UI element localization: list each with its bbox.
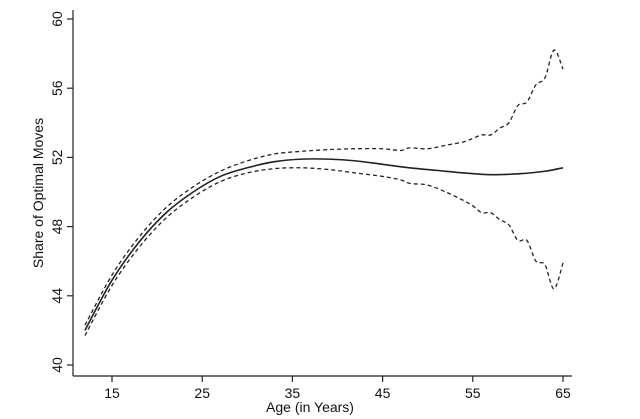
- y-tick-label: 44: [49, 288, 65, 304]
- y-tick-label: 60: [49, 11, 65, 27]
- x-tick-label: 25: [194, 385, 210, 401]
- series-line-upper-ci: [84, 49, 564, 326]
- x-tick-label: 65: [555, 385, 571, 401]
- series-layer: [84, 49, 564, 336]
- x-tick-label: 15: [104, 385, 120, 401]
- x-axis-title: Age (in Years): [266, 399, 354, 415]
- y-tick-label: 56: [49, 80, 65, 96]
- y-tick-label: 48: [49, 219, 65, 235]
- y-axis-title: Share of Optimal Moves: [30, 118, 46, 268]
- series-line-lower-ci: [84, 167, 564, 336]
- y-tick-label: 40: [49, 357, 65, 373]
- y-tick-label: 52: [49, 149, 65, 165]
- x-tick-label: 45: [375, 385, 391, 401]
- series-line-estimate: [84, 158, 564, 331]
- axes-layer: 40 44 48 52 56 60 15 25 35 45 55 65: [49, 10, 572, 401]
- x-tick-label: 35: [285, 385, 301, 401]
- x-tick-label: 55: [465, 385, 481, 401]
